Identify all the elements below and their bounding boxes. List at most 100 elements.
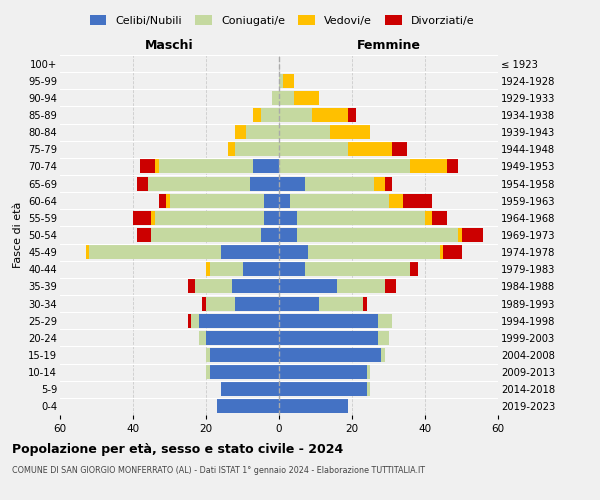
Bar xyxy=(133,211,151,225)
Bar xyxy=(305,176,374,190)
Bar xyxy=(272,91,279,105)
Bar xyxy=(209,262,242,276)
Bar xyxy=(279,125,330,139)
Bar xyxy=(367,382,370,396)
Bar xyxy=(279,142,349,156)
Bar xyxy=(279,331,377,345)
Bar xyxy=(392,142,407,156)
Bar xyxy=(349,108,356,122)
Bar xyxy=(137,176,148,190)
Bar xyxy=(337,280,385,293)
Bar xyxy=(279,262,305,276)
Bar xyxy=(385,176,392,190)
Bar xyxy=(385,280,396,293)
Bar xyxy=(158,194,166,207)
Bar xyxy=(253,108,261,122)
Y-axis label: Fasce di età: Fasce di età xyxy=(13,202,23,268)
Bar xyxy=(199,314,279,328)
Bar xyxy=(279,280,337,293)
Bar xyxy=(279,176,305,190)
Bar xyxy=(381,348,385,362)
Bar xyxy=(169,194,265,207)
Bar xyxy=(261,228,279,242)
Bar xyxy=(377,314,392,328)
Bar xyxy=(279,108,312,122)
Bar xyxy=(206,296,235,310)
Bar xyxy=(155,211,265,225)
Bar xyxy=(279,245,308,259)
Bar xyxy=(279,296,319,310)
Bar xyxy=(319,296,363,310)
Bar xyxy=(235,125,246,139)
Bar xyxy=(443,245,461,259)
Bar xyxy=(425,211,432,225)
Bar xyxy=(279,365,367,379)
Bar xyxy=(283,74,293,88)
Bar xyxy=(403,194,432,207)
Bar xyxy=(377,331,389,345)
Bar xyxy=(447,160,458,173)
Bar xyxy=(206,365,209,379)
Bar xyxy=(279,194,290,207)
Legend: Celibi/Nubili, Coniugati/e, Vedovi/e, Divorziati/e: Celibi/Nubili, Coniugati/e, Vedovi/e, Di… xyxy=(85,10,479,30)
Text: COMUNE DI SAN GIORGIO MONFERRATO (AL) - Dati ISTAT 1° gennaio 2024 - Elaborazion: COMUNE DI SAN GIORGIO MONFERRATO (AL) - … xyxy=(12,466,425,475)
Text: Maschi: Maschi xyxy=(145,38,194,52)
Bar xyxy=(155,160,158,173)
Bar xyxy=(228,142,235,156)
Bar xyxy=(199,331,206,345)
Bar xyxy=(140,160,155,173)
Bar xyxy=(279,211,297,225)
Bar xyxy=(440,245,443,259)
Bar xyxy=(461,228,484,242)
Bar xyxy=(279,400,349,413)
Bar xyxy=(253,160,279,173)
Bar xyxy=(265,211,279,225)
Bar xyxy=(279,160,410,173)
Bar xyxy=(158,160,253,173)
Bar xyxy=(305,262,410,276)
Text: Femmine: Femmine xyxy=(356,38,421,52)
Bar xyxy=(279,228,297,242)
Bar xyxy=(458,228,461,242)
Bar xyxy=(261,108,279,122)
Bar xyxy=(188,314,191,328)
Bar xyxy=(279,314,377,328)
Bar xyxy=(217,400,279,413)
Bar xyxy=(297,228,458,242)
Bar xyxy=(209,348,279,362)
Bar xyxy=(250,176,279,190)
Bar xyxy=(432,211,447,225)
Bar xyxy=(367,365,370,379)
Bar xyxy=(363,296,367,310)
Bar xyxy=(89,245,221,259)
Bar xyxy=(206,262,209,276)
Bar xyxy=(308,245,440,259)
Bar xyxy=(86,245,89,259)
Bar xyxy=(221,382,279,396)
Bar xyxy=(195,280,232,293)
Bar xyxy=(312,108,349,122)
Bar xyxy=(293,91,319,105)
Bar xyxy=(235,142,279,156)
Text: Popolazione per età, sesso e stato civile - 2024: Popolazione per età, sesso e stato civil… xyxy=(12,442,343,456)
Bar xyxy=(242,262,279,276)
Bar xyxy=(188,280,195,293)
Bar xyxy=(349,142,392,156)
Bar xyxy=(148,176,250,190)
Bar xyxy=(151,228,261,242)
Bar xyxy=(137,228,151,242)
Bar xyxy=(279,74,283,88)
Bar xyxy=(209,365,279,379)
Bar xyxy=(410,262,418,276)
Bar xyxy=(191,314,199,328)
Bar xyxy=(265,194,279,207)
Bar xyxy=(374,176,385,190)
Bar xyxy=(221,245,279,259)
Bar xyxy=(235,296,279,310)
Bar xyxy=(232,280,279,293)
Bar xyxy=(279,348,381,362)
Bar xyxy=(279,91,293,105)
Bar xyxy=(389,194,403,207)
Bar xyxy=(166,194,170,207)
Bar xyxy=(279,382,367,396)
